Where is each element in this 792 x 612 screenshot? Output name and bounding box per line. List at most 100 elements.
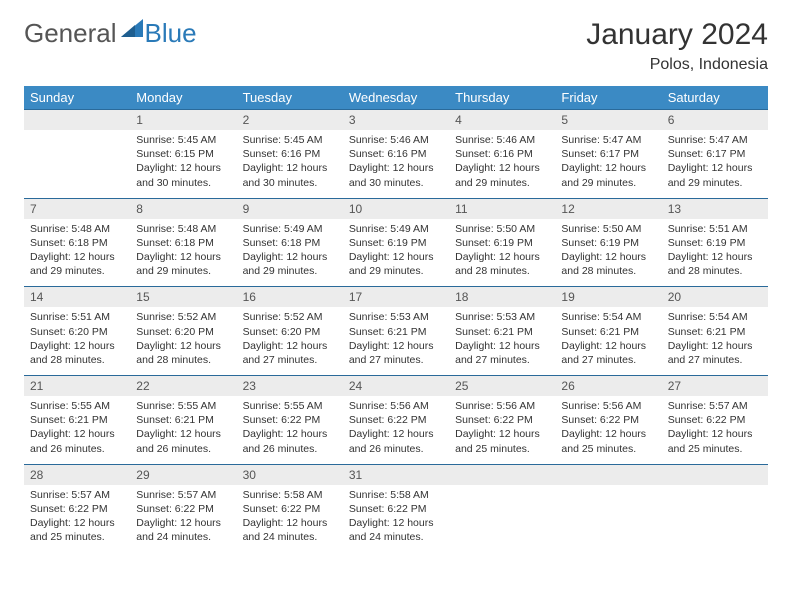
day-number: 12 <box>555 198 661 219</box>
month-title: January 2024 <box>586 18 768 52</box>
sunrise-text: Sunrise: 5:58 AM <box>349 488 443 502</box>
daylight-text: Daylight: 12 hours and 28 minutes. <box>30 339 124 367</box>
day-cell: Sunrise: 5:55 AMSunset: 6:21 PMDaylight:… <box>130 396 236 464</box>
day-detail-row: Sunrise: 5:55 AM Sunset: 6:21 PM Daylight:… <box>24 396 768 464</box>
day-number: 18 <box>449 287 555 308</box>
daylight-text: Daylight: 12 hours and 25 minutes. <box>30 516 124 544</box>
day-cell: Sunrise: 5:49 AMSunset: 6:18 PMDaylight:… <box>237 219 343 287</box>
day-cell: Sunrise: 5:57 AMSunset: 6:22 PMDaylight:… <box>130 485 236 553</box>
day-detail-row: Sunrise: 5:48 AMSunset: 6:18 PMDaylight:… <box>24 219 768 287</box>
daylight-text: Daylight: 12 hours and 24 minutes. <box>136 516 230 544</box>
day-number: 11 <box>449 198 555 219</box>
daylight-text: Daylight: 12 hours and 27 minutes. <box>349 339 443 367</box>
sunset-text: Sunset: 6:21 PM <box>561 325 655 339</box>
sunset-text: Sunset: 6:19 PM <box>668 236 762 250</box>
sunset-text: Sunset: 6:22 PM <box>243 502 337 516</box>
day-number: 6 <box>662 110 768 131</box>
sunrise-text: Sunrise: 5:45 AM <box>136 133 230 147</box>
day-cell: Sunrise: 5:52 AMSunset: 6:20 PMDaylight:… <box>130 307 236 375</box>
sunrise-text: Sunrise: 5:52 AM <box>243 310 337 324</box>
sunset-text: Sunset: 6:19 PM <box>455 236 549 250</box>
sunset-text: Sunset: 6:19 PM <box>349 236 443 250</box>
sunrise-text: Sunrise: 5:46 AM <box>349 133 443 147</box>
day-number: 15 <box>130 287 236 308</box>
day-cell: Sunrise: 5:50 AMSunset: 6:19 PMDaylight:… <box>449 219 555 287</box>
daylight-text: Daylight: 12 hours and 27 minutes. <box>561 339 655 367</box>
day-number-row: 123456 <box>24 110 768 131</box>
daylight-text: Daylight: 12 hours and 29 minutes. <box>455 161 549 189</box>
logo-text-blue: Blue <box>145 18 197 49</box>
sunset-text: Sunset: 6:21 PM <box>668 325 762 339</box>
day-number: 30 <box>237 464 343 485</box>
day-detail-row: Sunrise: 5:51 AMSunset: 6:20 PMDaylight:… <box>24 307 768 375</box>
day-cell: Sunrise: 5:51 AMSunset: 6:19 PMDaylight:… <box>662 219 768 287</box>
day-cell: Sunrise: 5:55 AMSunset: 6:22 PMDaylight:… <box>237 396 343 464</box>
day-cell: Sunrise: 5:50 AMSunset: 6:19 PMDaylight:… <box>555 219 661 287</box>
daylight-text: Daylight: 12 hours and 29 minutes. <box>561 161 655 189</box>
sunrise-text: Sunrise: 5:55 AM <box>30 399 124 413</box>
daylight-text: Daylight: 12 hours and 26 minutes. <box>349 427 443 455</box>
day-number: 1 <box>130 110 236 131</box>
daylight-text: Daylight: 12 hours and 29 minutes. <box>243 250 337 278</box>
day-number <box>449 464 555 485</box>
day-number: 29 <box>130 464 236 485</box>
day-cell: Sunrise: 5:57 AMSunset: 6:22 PMDaylight:… <box>24 485 130 553</box>
daylight-text: Daylight: 12 hours and 30 minutes. <box>349 161 443 189</box>
day-number: 5 <box>555 110 661 131</box>
sunrise-text: Sunrise: 5:52 AM <box>136 310 230 324</box>
day-number: 8 <box>130 198 236 219</box>
day-cell: Sunrise: 5:52 AMSunset: 6:20 PMDaylight:… <box>237 307 343 375</box>
sunrise-text: Sunrise: 5:57 AM <box>668 399 762 413</box>
sunset-text: Sunset: 6:22 PM <box>136 502 230 516</box>
sunset-text: Sunset: 6:16 PM <box>455 147 549 161</box>
daylight-text: Daylight: 12 hours and 25 minutes. <box>455 427 549 455</box>
day-number: 23 <box>237 376 343 397</box>
sunrise-text: Sunrise: 5:50 AM <box>561 222 655 236</box>
day-cell: Sunrise: 5:45 AMSunset: 6:15 PMDaylight:… <box>130 130 236 198</box>
sunrise-text: Sunrise: 5:56 AM <box>561 399 655 413</box>
sunrise-text: Sunrise: 5:51 AM <box>30 310 124 324</box>
daylight-text: Daylight: 12 hours and 27 minutes. <box>455 339 549 367</box>
sunset-text: Sunset: 6:18 PM <box>30 236 124 250</box>
daylight-text: Daylight: 12 hours and 25 minutes. <box>561 427 655 455</box>
sunrise-text: Sunrise: 5:55 AM <box>243 399 337 413</box>
calendar-table: Sunday Monday Tuesday Wednesday Thursday… <box>24 86 768 552</box>
day-number: 16 <box>237 287 343 308</box>
sunrise-text: Sunrise: 5:54 AM <box>668 310 762 324</box>
daylight-text: Daylight: 12 hours and 29 minutes. <box>136 250 230 278</box>
day-cell <box>555 485 661 553</box>
day-number: 24 <box>343 376 449 397</box>
weekday-header-row: Sunday Monday Tuesday Wednesday Thursday… <box>24 86 768 110</box>
sunrise-text: Sunrise: 5:48 AM <box>30 222 124 236</box>
day-cell: Sunrise: 5:53 AMSunset: 6:21 PMDaylight:… <box>343 307 449 375</box>
weekday-header: Tuesday <box>237 86 343 110</box>
daylight-text: Daylight: 12 hours and 30 minutes. <box>243 161 337 189</box>
sunrise-text: Sunrise: 5:48 AM <box>136 222 230 236</box>
sunset-text: Sunset: 6:22 PM <box>30 502 124 516</box>
weekday-header: Friday <box>555 86 661 110</box>
day-cell: Sunrise: 5:48 AMSunset: 6:18 PMDaylight:… <box>24 219 130 287</box>
sunset-text: Sunset: 6:19 PM <box>561 236 655 250</box>
day-number: 27 <box>662 376 768 397</box>
title-block: January 2024 Polos, Indonesia <box>586 18 768 74</box>
day-number-row: 14151617181920 <box>24 287 768 308</box>
day-cell: Sunrise: 5:47 AMSunset: 6:17 PMDaylight:… <box>555 130 661 198</box>
day-number: 22 <box>130 376 236 397</box>
day-cell: Sunrise: 5:46 AMSunset: 6:16 PMDaylight:… <box>343 130 449 198</box>
sunset-text: Sunset: 6:21 PM <box>136 413 230 427</box>
day-number: 2 <box>237 110 343 131</box>
sunrise-text: Sunrise: 5:47 AM <box>668 133 762 147</box>
day-cell <box>449 485 555 553</box>
day-cell: Sunrise: 5:48 AMSunset: 6:18 PMDaylight:… <box>130 219 236 287</box>
sunset-text: Sunset: 6:17 PM <box>561 147 655 161</box>
weekday-header: Wednesday <box>343 86 449 110</box>
day-cell: Sunrise: 5:58 AMSunset: 6:22 PMDaylight:… <box>237 485 343 553</box>
daylight-text: Daylight: 12 hours and 25 minutes. <box>668 427 762 455</box>
sunrise-text: Sunrise: 5:49 AM <box>349 222 443 236</box>
day-cell <box>24 130 130 198</box>
day-cell: Sunrise: 5:55 AMSunset: 6:21 PMDaylight:… <box>24 396 130 464</box>
sunrise-text: Sunrise: 5:50 AM <box>455 222 549 236</box>
sunrise-text: Sunrise: 5:57 AM <box>30 488 124 502</box>
daylight-text: Daylight: 12 hours and 29 minutes. <box>349 250 443 278</box>
daylight-text: Daylight: 12 hours and 29 minutes. <box>30 250 124 278</box>
